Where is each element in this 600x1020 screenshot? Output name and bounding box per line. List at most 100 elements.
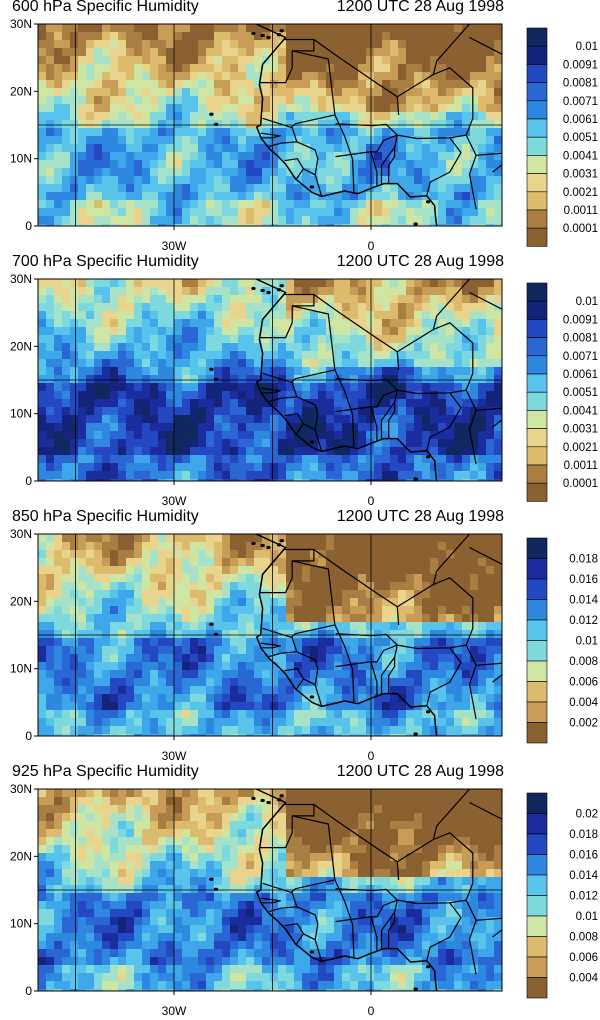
colorbar-label: 0.012	[569, 615, 598, 627]
colorbar-swatch	[526, 355, 548, 375]
colorbar-swatch	[526, 915, 548, 937]
colorbar-swatch	[526, 833, 548, 855]
colorbar-swatch	[526, 45, 548, 65]
colorbar-label: 0.004	[569, 697, 598, 709]
colorbar-label: 0.01	[576, 636, 598, 648]
colorbar-swatch	[526, 813, 548, 835]
colorbar-swatch	[526, 191, 548, 211]
x-tick-label: 30W	[162, 749, 187, 763]
x-tick-label: 0	[368, 494, 375, 508]
colorbar-label: 0.008	[569, 932, 598, 944]
colorbar-swatch	[526, 64, 548, 83]
map-panel-850hpa: 30N 20N 10N 0 30W 0 0.018 0.016 0.014 0.012 0.01 0.…	[0, 508, 600, 765]
colorbar-label: 0.0021	[563, 187, 598, 199]
colorbar-label: 0.0071	[563, 351, 598, 363]
colorbar-label: 0.02	[576, 809, 598, 821]
colorbar-swatch	[526, 537, 548, 559]
colorbar-label: 0.0061	[563, 114, 598, 126]
colorbar-swatch	[526, 209, 548, 229]
colorbar: 0.01 0.0091 0.0081 0.0071 0.0061 0.0051 0.0041…	[526, 27, 598, 247]
colorbar-label: 0.0031	[563, 169, 598, 181]
y-tick-label: 0	[25, 729, 32, 743]
colorbar-label: 0.0041	[563, 150, 598, 162]
colorbar-swatch	[526, 337, 548, 357]
map-svg: 30N 20N 10N 0 30W 0 0.01 0.0091 0.0081 0.0071 0.00…	[10, 17, 598, 253]
y-tick-label: 20N	[10, 339, 32, 353]
colorbar-swatch	[526, 936, 548, 958]
colorbar-label: 0.0011	[564, 460, 598, 472]
grid-lines	[38, 279, 502, 481]
panel-title: 850 hPa Specific Humidity	[12, 508, 199, 525]
colorbar-label: 0.012	[569, 891, 598, 903]
map-svg: 30N 20N 10N 0 30W 0 0.01 0.0091 0.0081 0.0071 0.00…	[10, 272, 598, 508]
colorbar-swatch	[526, 482, 548, 502]
map-frame	[37, 23, 503, 227]
colorbar-label: 0.0051	[563, 387, 598, 399]
colorbar-swatch	[526, 895, 548, 917]
colorbar-swatch	[526, 619, 548, 641]
colorbar-swatch	[526, 977, 548, 999]
colorbar-label: 0.014	[569, 870, 598, 882]
colorbar-label: 0.01	[576, 41, 598, 53]
colorbar-label: 0.0051	[563, 132, 598, 144]
y-tick-label: 30N	[10, 527, 32, 541]
colorbar-swatch	[526, 227, 548, 247]
colorbar-label: 0.01	[576, 296, 598, 308]
colorbar-swatch	[526, 640, 548, 662]
coastline-borders	[209, 24, 502, 226]
colorbar-swatch	[526, 118, 548, 138]
grid-lines	[38, 24, 502, 226]
colorbar-swatch	[526, 319, 548, 338]
coastline-borders	[209, 279, 502, 481]
colorbar-swatch	[526, 173, 548, 193]
colorbar-swatch	[526, 464, 548, 484]
colorbar-label: 0.006	[569, 952, 598, 964]
panel-time: 1200 UTC 28 Aug 1998	[336, 508, 504, 525]
y-tick-label: 20N	[10, 594, 32, 608]
colorbar-label: 0.0041	[563, 405, 598, 417]
colorbar-swatch	[526, 373, 548, 393]
colorbar-swatch	[526, 82, 548, 102]
y-tick-label: 10N	[10, 152, 32, 166]
colorbar-swatch	[526, 410, 548, 429]
colorbar-label: 0.014	[569, 595, 598, 607]
colorbar-label: 0.0071	[563, 96, 598, 108]
colorbar-swatch	[526, 300, 548, 320]
y-tick-label: 20N	[10, 849, 32, 863]
y-tick-label: 30N	[10, 17, 32, 31]
x-tick-label: 30W	[162, 1004, 187, 1018]
colorbar-swatch	[526, 956, 548, 978]
panel-time: 1200 UTC 28 Aug 1998	[336, 763, 504, 780]
colorbar-label: 0.002	[569, 718, 598, 730]
grid-lines	[38, 789, 502, 991]
panel-title: 925 hPa Specific Humidity	[12, 763, 199, 780]
colorbar-label: 0.0081	[563, 78, 598, 90]
map-panel-600hpa: 30N 20N 10N 0 30W 0 0.01 0.0091 0.0081 0.0071 0.00…	[0, 0, 600, 255]
y-tick-label: 20N	[10, 84, 32, 98]
x-tick-label: 30W	[162, 239, 187, 253]
y-tick-label: 0	[25, 474, 32, 488]
colorbar-label: 0.018	[569, 554, 598, 566]
colorbar: 0.01 0.0091 0.0081 0.0071 0.0061 0.0051 0.0041…	[526, 282, 598, 502]
colorbar-label: 0.0081	[563, 333, 598, 345]
colorbar-swatch	[526, 578, 548, 600]
colorbar-label: 0.006	[569, 677, 598, 689]
colorbar-swatch	[526, 854, 548, 876]
colorbar-swatch	[526, 282, 548, 302]
y-tick-label: 0	[25, 984, 32, 998]
colorbar-label: 0.016	[569, 850, 598, 862]
colorbar-swatch	[526, 599, 548, 621]
coastline-borders	[209, 534, 502, 736]
colorbar-label: 0.0021	[563, 442, 598, 454]
humidity-field	[38, 789, 502, 991]
panel-title: 700 hPa Specific Humidity	[12, 253, 199, 270]
colorbar-swatch	[526, 701, 548, 723]
y-tick-label: 30N	[10, 782, 32, 796]
colorbar-label: 0.008	[569, 656, 598, 668]
y-tick-label: 30N	[10, 272, 32, 286]
y-tick-label: 10N	[10, 662, 32, 676]
panel-time: 1200 UTC 28 Aug 1998	[336, 253, 504, 270]
colorbar-label: 0.0031	[563, 424, 598, 436]
